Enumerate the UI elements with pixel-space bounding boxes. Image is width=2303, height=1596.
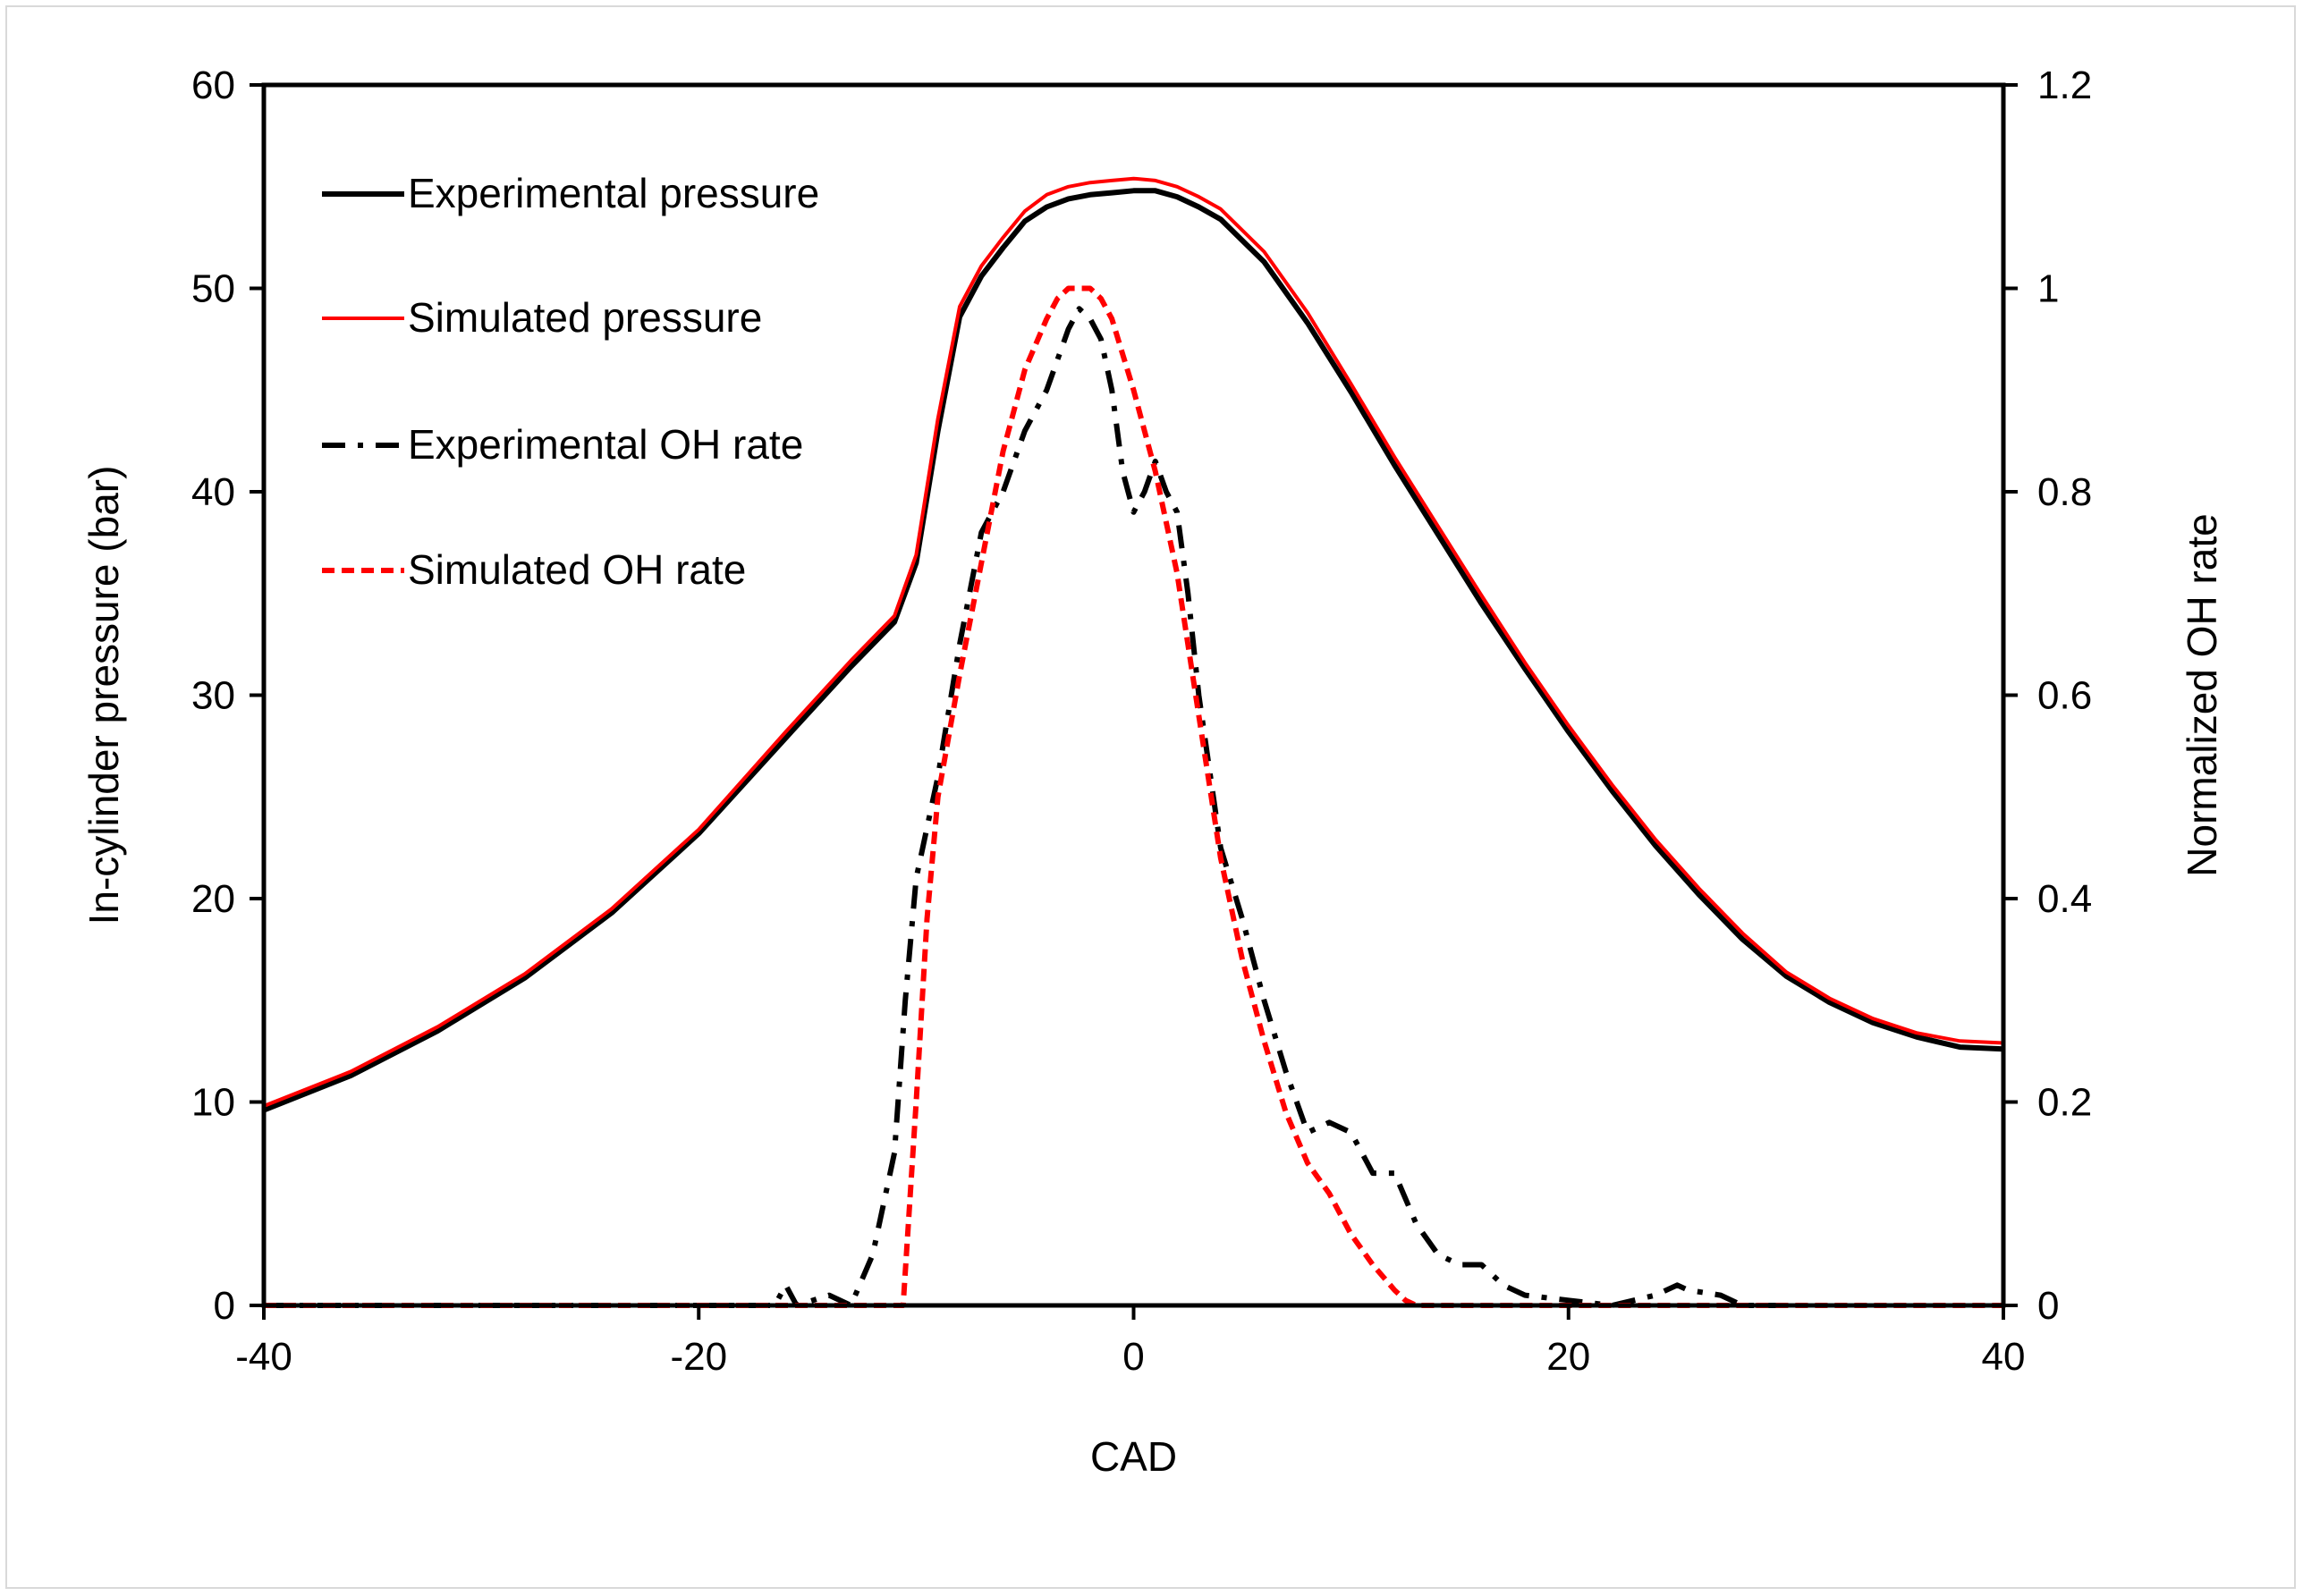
y-right-tick-label: 0.4	[2037, 877, 2092, 921]
legend-item-simulated-pressure: Simulated pressure	[322, 294, 762, 341]
y-left-tick-label: 50	[191, 267, 235, 311]
legend-label-experimental-oh-rate: Experimental OH rate	[408, 421, 803, 468]
y-right-tick-label: 1.2	[2037, 63, 2092, 107]
legend-item-experimental-oh-rate: Experimental OH rate	[322, 421, 803, 468]
plot-area-frame	[261, 82, 2006, 1308]
series-line-simulated-oh-rate	[264, 285, 2003, 1308]
y-left-axis-title: In-cylinder pressure (bar)	[80, 466, 127, 925]
series-line-experimental-oh-rate	[264, 306, 1786, 1308]
series-layer	[262, 176, 2004, 1308]
chart-frame	[5, 5, 2296, 1589]
x-tick-label: 20	[1546, 1335, 1590, 1379]
legend: Experimental pressure Simulated pressure…	[322, 170, 819, 593]
series-line-simulated-pressure	[263, 176, 2004, 1108]
y-right-axis-title: Normalized OH rate	[2179, 513, 2225, 876]
y-left-tick-label: 10	[191, 1081, 235, 1125]
y-left-tick-label: 60	[191, 63, 235, 107]
y-right-tick-label: 1	[2037, 267, 2059, 311]
y-right-tick-label: 0.2	[2037, 1081, 2092, 1125]
x-tick-label: 0	[1122, 1335, 1144, 1379]
y-left-tick-label: 0	[214, 1284, 235, 1328]
y-right-tick-label: 0	[2037, 1284, 2059, 1328]
y-left-tick-label: 30	[191, 674, 235, 718]
legend-item-simulated-oh-rate: Simulated OH rate	[322, 546, 746, 593]
tick-layer: -40 -20 0 20 40010203040506000.20.40.60.811.…	[191, 63, 2092, 1379]
legend-label-simulated-oh-rate: Simulated OH rate	[408, 546, 746, 593]
x-tick-label: 40	[1982, 1335, 2026, 1379]
legend-label-experimental-pressure: Experimental pressure	[408, 170, 819, 216]
y-right-tick-label: 0.8	[2037, 470, 2092, 514]
x-tick-label: -20	[670, 1335, 727, 1379]
y-right-tick-label: 0.6	[2037, 674, 2092, 718]
y-left-tick-label: 20	[191, 877, 235, 921]
x-tick-label: -40	[235, 1335, 292, 1379]
series-line-experimental-pressure	[262, 188, 2004, 1113]
legend-label-simulated-pressure: Simulated pressure	[408, 294, 762, 341]
y-left-tick-label: 40	[191, 470, 235, 514]
x-axis-title: CAD	[1090, 1433, 1177, 1480]
legend-item-experimental-pressure: Experimental pressure	[322, 170, 819, 216]
